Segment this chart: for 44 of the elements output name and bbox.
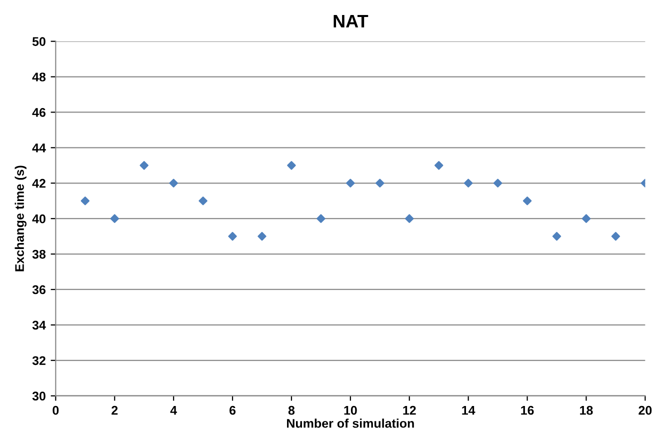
point xyxy=(405,214,414,223)
point xyxy=(611,232,620,241)
x-tick-label: 18 xyxy=(580,406,593,415)
point xyxy=(582,214,591,223)
chart-title: NAT xyxy=(334,15,368,28)
point xyxy=(80,196,90,206)
point xyxy=(198,196,208,206)
x-tick-label: 2 xyxy=(112,406,118,415)
x-tick-label: 12 xyxy=(403,406,416,415)
point xyxy=(316,214,326,223)
x-tick-label: 16 xyxy=(521,406,534,415)
point xyxy=(493,178,502,188)
y-tick-label: 34 xyxy=(32,320,46,330)
y-tick-label: 30 xyxy=(32,392,46,401)
point xyxy=(434,161,444,170)
point xyxy=(258,232,266,241)
y-tick-label: 50 xyxy=(32,37,46,46)
y-tick-label: 46 xyxy=(32,108,46,117)
point xyxy=(169,178,178,188)
y-axis-title: Exchange time (s) xyxy=(14,166,26,272)
x-tick-label: 10 xyxy=(344,406,357,415)
point xyxy=(376,178,384,188)
x-axis-title: Number of simulation xyxy=(287,418,414,428)
x-tick-label: 0 xyxy=(52,406,59,415)
x-tick-label: 20 xyxy=(638,406,652,415)
y-tick-label: 36 xyxy=(32,285,46,294)
point xyxy=(140,161,148,170)
y-tick-label: 42 xyxy=(32,178,46,188)
point xyxy=(346,178,355,188)
x-tick-label: 14 xyxy=(462,406,476,415)
point xyxy=(552,232,562,241)
point xyxy=(110,214,119,223)
point xyxy=(522,196,532,206)
y-tick-label: 40 xyxy=(32,214,46,224)
point xyxy=(228,232,237,241)
x-tick-label: 8 xyxy=(288,406,295,415)
y-tick-label: 38 xyxy=(32,250,46,259)
y-tick-label: 44 xyxy=(32,144,46,152)
y-tick-label: 48 xyxy=(32,72,46,82)
y-tick-label: 32 xyxy=(32,356,46,366)
x-tick-label: 4 xyxy=(170,406,177,415)
x-tick-label: 6 xyxy=(230,406,236,415)
point xyxy=(464,178,473,188)
point xyxy=(287,161,296,170)
